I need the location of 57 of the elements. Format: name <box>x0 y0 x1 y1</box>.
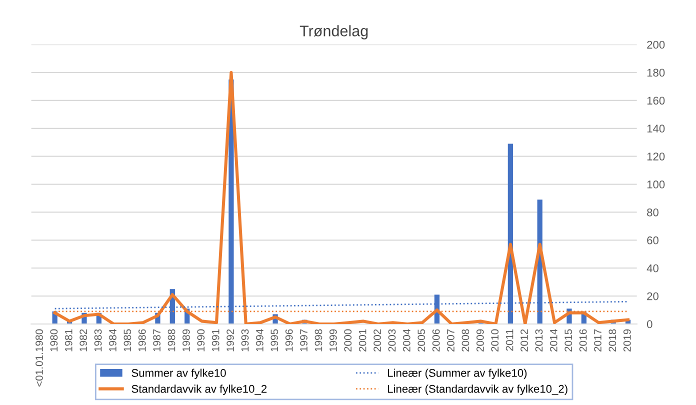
x-tick-label: 1997 <box>300 329 308 352</box>
x-tick-label: 2009 <box>476 329 484 352</box>
x-tick-label: 1999 <box>330 329 337 352</box>
chart-title: Trøndelag <box>300 25 368 40</box>
y2-tick-label: 0 <box>646 320 652 328</box>
y2-tick-label: 140 <box>647 124 665 133</box>
x-tick-label: 2001 <box>358 329 366 352</box>
x-tick-label: 2007 <box>447 329 454 352</box>
x-tick-label: 1986 <box>138 329 146 352</box>
legend-label: Summer av fylke10 <box>132 368 226 380</box>
x-tick-label: 2014 <box>550 329 558 352</box>
x-tick-label: 2019 <box>623 329 631 352</box>
x-tick-label: 1992 <box>226 329 234 352</box>
x-tick-label: 2011 <box>506 329 514 351</box>
x-tick-label: 1980 <box>50 329 58 352</box>
y2-tick-label: 40 <box>646 264 658 272</box>
y2-tick-label: 20 <box>647 292 658 300</box>
x-tick-label: 2008 <box>462 329 470 352</box>
x-tick-label: 1996 <box>285 329 293 352</box>
y2-tick-label: 80 <box>647 208 658 216</box>
x-tick-label: <01.01.1980 <box>36 329 43 387</box>
x-tick-label: 1998 <box>314 329 322 352</box>
x-tick-label: 1984 <box>109 329 116 352</box>
x-tick-label: 1995 <box>270 329 278 352</box>
legend-label: Lineær (Summer av fylke10) <box>388 368 527 380</box>
legend-label: Lineær (Standardavvik av fylke10_2) <box>388 384 568 395</box>
y2-tick-label: 100 <box>647 180 665 188</box>
x-tick-label: 2016 <box>579 329 587 352</box>
y2-tick-label: 200 <box>647 40 665 49</box>
x-tick-label: 2018 <box>608 329 616 352</box>
x-tick-label: 2013 <box>535 329 543 352</box>
x-tick-label: 2015 <box>564 329 572 352</box>
x-tick-label: 1988 <box>168 329 176 352</box>
x-tick-label: 2000 <box>344 329 352 352</box>
x-tick-label: 1987 <box>153 329 161 352</box>
x-tick-label: 1989 <box>182 329 190 352</box>
x-tick-label: 1982 <box>80 329 88 352</box>
y2-tick-label: 180 <box>647 68 665 77</box>
x-tick-label: 2002 <box>374 329 381 352</box>
x-tick-label: 1985 <box>124 329 132 352</box>
x-tick-label: 2003 <box>388 329 396 352</box>
y2-tick-label: 160 <box>647 96 665 105</box>
x-tick-label: 1983 <box>94 329 102 352</box>
x-tick-label: 1991 <box>212 329 220 352</box>
x-tick-label: 2005 <box>418 329 426 352</box>
x-tick-label: 2006 <box>432 329 440 352</box>
x-tick-label: 2012 <box>520 329 528 352</box>
x-tick-label: 1981 <box>64 329 72 352</box>
legend-label: Standardavvik av fylke10_2 <box>132 384 267 395</box>
x-tick-label: 2010 <box>491 329 499 352</box>
x-tick-label: 2004 <box>402 329 410 352</box>
y2-tick-label: 120 <box>647 152 665 160</box>
x-tick-label: 1990 <box>197 329 205 352</box>
x-tick-label: 2017 <box>594 329 602 352</box>
y2-tick-label: 60 <box>647 236 658 244</box>
x-tick-label: 1994 <box>256 329 264 352</box>
x-tick-label: 1993 <box>241 329 249 352</box>
